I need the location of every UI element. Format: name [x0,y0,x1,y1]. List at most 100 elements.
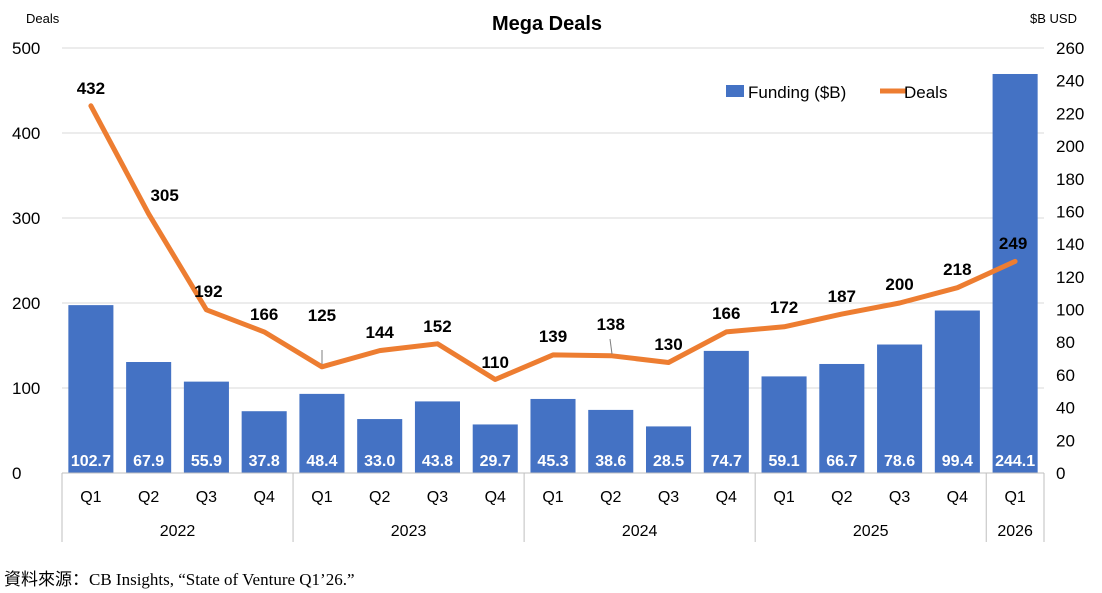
left-axis-tick-label: 200 [12,294,40,313]
quarter-tick-label: Q4 [716,489,737,506]
deals-data-label: 172 [770,298,798,317]
funding-data-label: 29.7 [480,453,511,470]
left-axis-tick-label: 400 [12,124,40,143]
left-axis-title: Deals [26,11,60,26]
right-axis-tick-label: 200 [1056,137,1084,156]
deals-data-label: 139 [539,327,567,346]
funding-bar [703,350,749,473]
funding-bar [241,411,287,473]
quarter-tick-label: Q4 [485,489,506,506]
funding-bar [299,393,345,473]
funding-bar [877,344,923,473]
deals-data-label: 152 [423,317,451,336]
deals-data-label: 110 [482,353,509,372]
right-axis-tick-label: 120 [1056,268,1084,287]
deals-data-label: 166 [712,304,740,323]
right-axis-tick-label: 20 [1056,431,1075,450]
quarter-tick-label: Q1 [1004,489,1025,506]
legend-deals-label: Deals [904,83,947,102]
deals-data-label: 166 [250,305,278,324]
funding-bar [761,376,807,473]
left-axis-tick-label: 0 [12,464,21,483]
funding-bar [68,305,114,473]
quarter-tick-label: Q3 [196,489,217,506]
right-axis-tick-label: 160 [1056,202,1084,221]
quarter-tick-label: Q3 [889,489,910,506]
funding-data-label: 66.7 [826,453,857,470]
left-axis-tick-label: 500 [12,39,40,58]
deals-data-label: 249 [999,234,1027,253]
deals-data-label: 130 [654,335,682,354]
quarter-tick-label: Q3 [658,489,679,506]
funding-data-label: 55.9 [191,453,222,470]
funding-data-label: 48.4 [306,453,337,470]
funding-data-label: 38.6 [595,453,626,470]
right-axis-tick-label: 40 [1056,399,1075,418]
funding-data-label: 102.7 [71,453,111,470]
quarter-tick-label: Q2 [138,489,159,506]
funding-data-label: 244.1 [995,453,1035,470]
right-axis-tick-label: 60 [1056,366,1075,385]
right-axis-tick-label: 140 [1056,235,1084,254]
deals-data-label: 187 [828,287,856,306]
right-axis-tick-label: 80 [1056,333,1075,352]
legend-funding-swatch [726,85,744,97]
deals-data-label: 125 [308,306,336,325]
legend-funding-label: Funding ($B) [748,83,846,102]
funding-bar [646,426,692,473]
deals-data-label: 138 [597,315,625,334]
leader-line [609,338,613,355]
year-label: 2023 [391,523,427,540]
funding-data-label: 43.8 [422,453,453,470]
funding-bar [588,409,634,473]
deals-data-label: 200 [885,275,913,294]
right-axis-tick-label: 220 [1056,104,1084,123]
source-note: 資料來源：CB Insights, “State of Venture Q1’2… [4,570,355,589]
left-axis-tick-label: 300 [12,209,40,228]
funding-data-label: 28.5 [653,453,684,470]
funding-bar [414,401,460,473]
funding-data-label: 67.9 [133,453,164,470]
quarter-tick-label: Q4 [254,489,275,506]
right-axis-tick-label: 100 [1056,301,1084,320]
quarter-tick-label: Q1 [80,489,101,506]
funding-data-label: 33.0 [364,453,395,470]
deals-data-label: 144 [366,323,395,342]
quarter-tick-label: Q2 [369,489,390,506]
deals-data-label: 218 [943,260,971,279]
left-axis-tick-label: 100 [12,379,40,398]
quarter-tick-label: Q3 [427,489,448,506]
year-label: 2025 [853,523,889,540]
deals-data-label: 432 [77,79,105,98]
funding-bar [183,381,229,473]
funding-bar [530,398,576,473]
funding-bar [126,362,172,473]
quarter-tick-label: Q1 [542,489,563,506]
year-label: 2022 [160,523,196,540]
funding-data-label: 99.4 [942,453,973,470]
right-axis-tick-label: 0 [1056,464,1065,483]
quarter-tick-label: Q4 [947,489,968,506]
year-label: 2024 [622,523,658,540]
funding-data-label: 45.3 [537,453,568,470]
funding-bar [992,73,1038,473]
chart-title: Mega Deals [492,13,602,35]
deals-data-label: 192 [194,282,222,301]
funding-data-label: 59.1 [768,453,799,470]
funding-data-label: 78.6 [884,453,915,470]
funding-bar [357,419,403,473]
funding-data-label: 37.8 [249,453,280,470]
right-axis-tick-label: 260 [1056,39,1084,58]
funding-bar [819,363,865,473]
deals-data-label: 305 [150,186,178,205]
quarter-tick-label: Q1 [773,489,794,506]
deals-line [88,103,1018,382]
quarter-tick-label: Q1 [311,489,332,506]
mega-deals-chart: 0 100 200 300 400 500 0 20 40 60 80 100 120 140 160 180… [12,11,1084,542]
year-label: 2026 [997,523,1033,540]
funding-bar [472,424,518,473]
funding-bar [934,310,980,473]
quarter-tick-label: Q2 [831,489,852,506]
funding-data-label: 74.7 [711,453,742,470]
quarter-tick-label: Q2 [600,489,621,506]
